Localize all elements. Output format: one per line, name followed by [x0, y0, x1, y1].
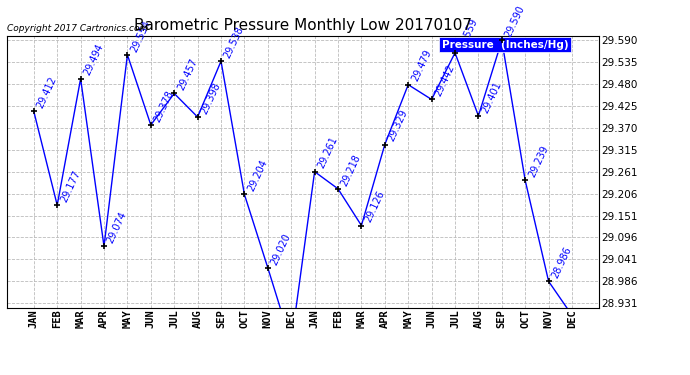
Text: 29.442: 29.442 — [433, 63, 456, 98]
Text: 29.204: 29.204 — [246, 158, 269, 193]
Text: 29.329: 29.329 — [386, 108, 410, 143]
Text: 29.239: 29.239 — [526, 144, 550, 179]
Text: 29.218: 29.218 — [339, 153, 363, 188]
Text: 28.901: 28.901 — [0, 374, 1, 375]
Text: Copyright 2017 Cartronics.com: Copyright 2017 Cartronics.com — [7, 24, 148, 33]
Text: 29.126: 29.126 — [363, 189, 386, 224]
Text: 29.401: 29.401 — [480, 80, 503, 114]
Text: 29.412: 29.412 — [35, 75, 59, 110]
Text: 29.590: 29.590 — [503, 4, 526, 39]
Text: 29.074: 29.074 — [106, 210, 129, 245]
Text: 29.457: 29.457 — [175, 57, 199, 92]
Title: Barometric Pressure Monthly Low 20170107: Barometric Pressure Monthly Low 20170107 — [134, 18, 472, 33]
Text: 29.538: 29.538 — [222, 25, 246, 60]
Text: 29.020: 29.020 — [269, 231, 293, 266]
Text: 29.559: 29.559 — [456, 16, 480, 51]
Text: 29.378: 29.378 — [152, 88, 175, 124]
Text: 29.554: 29.554 — [129, 18, 152, 53]
Text: Pressure  (Inches/Hg): Pressure (Inches/Hg) — [442, 40, 569, 50]
Text: 29.177: 29.177 — [59, 169, 82, 204]
Text: 29.398: 29.398 — [199, 81, 222, 116]
Text: 29.494: 29.494 — [82, 42, 106, 77]
Text: 28.831: 28.831 — [0, 374, 1, 375]
Text: 29.261: 29.261 — [316, 135, 339, 170]
Text: 29.479: 29.479 — [410, 48, 433, 83]
Text: 28.986: 28.986 — [550, 245, 573, 280]
